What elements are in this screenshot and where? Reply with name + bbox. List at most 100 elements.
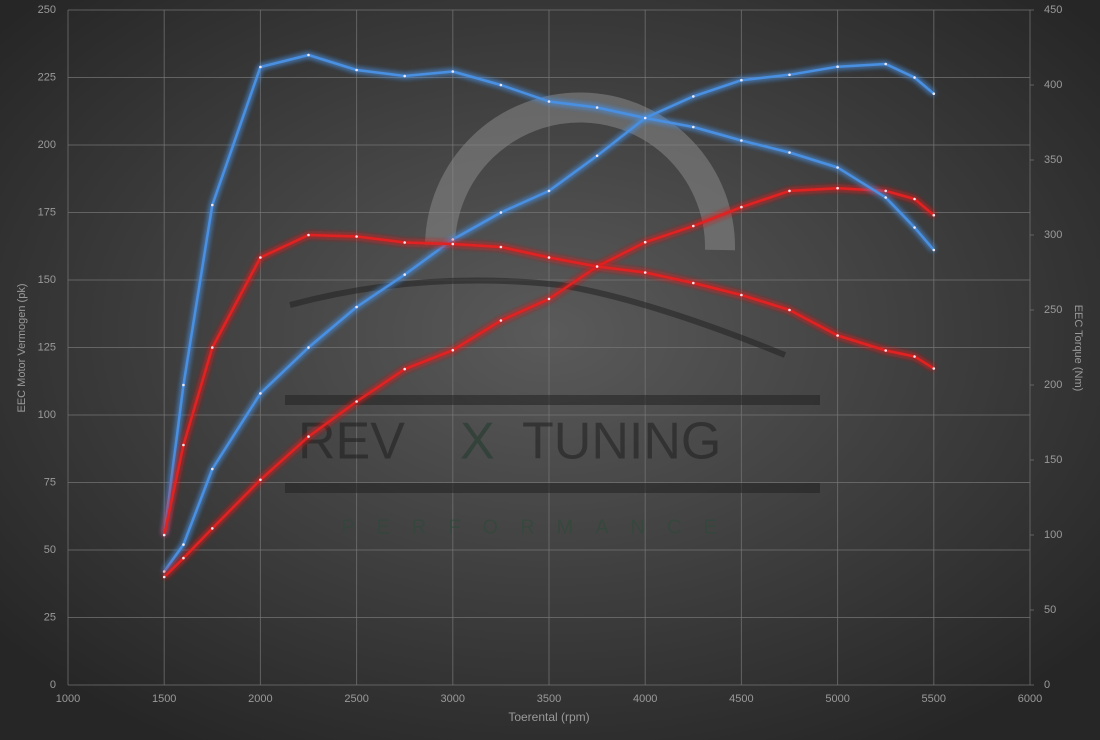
point xyxy=(403,74,407,78)
y2-tick-label: 200 xyxy=(1044,379,1062,391)
point xyxy=(595,265,599,268)
point xyxy=(259,392,262,395)
logo-subtext: PERFORMANCE xyxy=(341,516,739,538)
point xyxy=(182,543,185,546)
y2-tick-label: 300 xyxy=(1044,229,1062,241)
point xyxy=(692,125,695,129)
x-tick-label: 3500 xyxy=(537,693,561,705)
point xyxy=(307,233,310,237)
y-axis-label: EEC Motor Vermogen (pk) xyxy=(16,284,28,413)
y-tick-label: 50 xyxy=(44,544,56,556)
point xyxy=(403,367,407,371)
point xyxy=(355,235,358,238)
x-tick-label: 2500 xyxy=(344,693,368,705)
point xyxy=(643,271,647,274)
y2-tick-label: 250 xyxy=(1044,304,1062,316)
x-tick-label: 5000 xyxy=(825,693,849,705)
y-tick-label: 175 xyxy=(38,206,56,218)
y2-tick-label: 100 xyxy=(1044,529,1062,541)
x-tick-label: 3000 xyxy=(441,693,465,705)
point xyxy=(740,78,743,82)
point xyxy=(788,73,791,77)
logo-text: TUNING xyxy=(522,413,721,471)
point xyxy=(451,242,455,246)
point xyxy=(692,281,695,285)
point xyxy=(595,154,599,158)
point xyxy=(259,478,262,482)
logo-bar xyxy=(285,395,820,405)
point xyxy=(451,348,455,352)
logo-text: REV xyxy=(298,413,405,471)
point xyxy=(788,151,791,154)
point xyxy=(259,65,262,69)
point xyxy=(307,53,310,57)
point xyxy=(932,92,936,95)
logo-gauge xyxy=(425,92,736,251)
point xyxy=(932,248,936,252)
y-tick-label: 150 xyxy=(38,274,56,286)
y2-tick-label: 0 xyxy=(1044,679,1050,691)
y-tick-label: 250 xyxy=(38,4,56,16)
x-tick-label: 6000 xyxy=(1018,693,1042,705)
point xyxy=(259,256,262,259)
logo-car xyxy=(289,277,787,358)
point xyxy=(836,166,839,169)
point xyxy=(740,205,743,209)
point xyxy=(162,533,166,537)
point xyxy=(499,83,503,87)
point xyxy=(740,139,743,142)
x-tick-label: 2000 xyxy=(248,693,272,705)
point xyxy=(547,297,551,301)
point xyxy=(643,240,647,244)
point xyxy=(451,238,455,241)
point xyxy=(211,203,214,207)
point xyxy=(355,68,358,72)
point xyxy=(884,196,887,199)
point xyxy=(788,308,791,312)
logo-text: X xyxy=(460,413,495,471)
point xyxy=(403,241,407,244)
point xyxy=(692,95,695,98)
y2-tick-label: 50 xyxy=(1044,604,1056,616)
point xyxy=(211,527,214,530)
logo-bar xyxy=(285,483,820,493)
point xyxy=(595,106,599,109)
y-tick-label: 25 xyxy=(44,611,56,623)
point xyxy=(182,443,185,447)
x-tick-label: 5500 xyxy=(922,693,946,705)
y2-tick-label: 400 xyxy=(1044,79,1062,91)
grid xyxy=(67,9,1031,686)
point xyxy=(451,70,455,73)
x-tick-label: 4000 xyxy=(633,693,657,705)
point xyxy=(884,349,887,352)
point xyxy=(836,186,839,190)
y-tick-label: 100 xyxy=(38,409,56,421)
point xyxy=(740,293,743,297)
y-tick-label: 200 xyxy=(38,139,56,151)
y-tick-label: 125 xyxy=(38,341,56,353)
point xyxy=(913,226,916,229)
point xyxy=(913,76,916,79)
point xyxy=(932,367,936,370)
point xyxy=(788,189,791,193)
point xyxy=(547,256,551,259)
y2-tick-label: 150 xyxy=(1044,454,1062,466)
point xyxy=(499,319,503,322)
point xyxy=(355,400,358,403)
y-tick-label: 75 xyxy=(44,476,56,488)
point xyxy=(182,556,185,560)
point xyxy=(884,62,887,66)
point xyxy=(913,197,916,201)
point xyxy=(643,116,647,120)
point xyxy=(182,383,185,387)
point xyxy=(211,467,214,471)
point xyxy=(162,575,166,579)
point xyxy=(499,245,503,249)
point xyxy=(403,273,407,276)
y-tick-label: 225 xyxy=(38,71,56,83)
y2-axis-label: EEC Torque (Nm) xyxy=(1072,305,1084,392)
point xyxy=(547,189,551,193)
y2-tick-label: 350 xyxy=(1044,154,1062,166)
y-tick-label: 0 xyxy=(50,679,56,691)
